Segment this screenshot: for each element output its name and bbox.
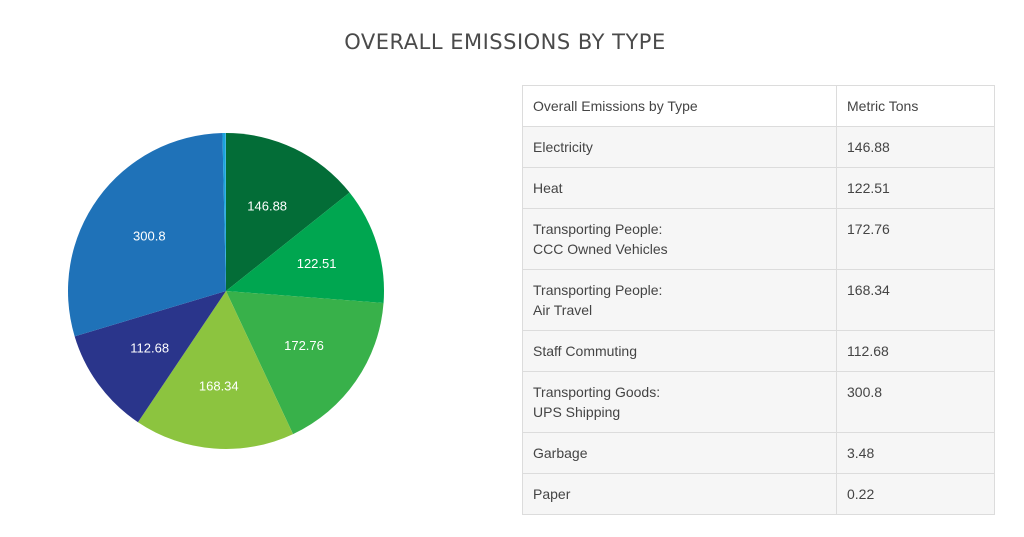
cell-type-line: Staff Commuting [533, 343, 638, 359]
cell-type: Staff Commuting [522, 330, 837, 372]
cell-metric-tons: 172.76 [836, 208, 995, 270]
cell-metric-tons: 3.48 [836, 432, 995, 474]
emissions-table: Overall Emissions by Type Metric Tons El… [522, 85, 995, 515]
table-row: Paper 0.22 [522, 473, 995, 515]
table-row: Staff Commuting 112.68 [522, 330, 995, 372]
cell-type-line: Heat [533, 180, 563, 196]
table-row: Heat 122.51 [522, 167, 995, 209]
cell-metric-tons: 112.68 [836, 330, 995, 372]
pie-slice-label: 112.68 [130, 340, 169, 355]
cell-metric-tons: 122.51 [836, 167, 995, 209]
table-row: Garbage 3.48 [522, 432, 995, 474]
cell-metric-tons: 300.8 [836, 371, 995, 433]
cell-type: Heat [522, 167, 837, 209]
cell-type: Electricity [522, 126, 837, 168]
cell-metric-tons: 146.88 [836, 126, 995, 168]
pie-slice-garbage [222, 133, 226, 291]
cell-type-line: Paper [533, 486, 571, 502]
cell-type: Transporting People: Air Travel [522, 269, 837, 331]
cell-type-line: Garbage [533, 445, 588, 461]
cell-type: Garbage [522, 432, 837, 474]
pie-slice-label: 300.8 [133, 228, 166, 243]
cell-metric-tons: 0.22 [836, 473, 995, 515]
pie-slice-staff-commuting [74, 291, 226, 423]
pie-slice-label: 146.88 [247, 199, 287, 214]
chart-title: OVERALL EMISSIONS BY TYPE [344, 30, 666, 54]
cell-type: Paper [522, 473, 837, 515]
pie-slice-electricity [226, 133, 350, 291]
cell-type: Transporting People: CCC Owned Vehicles [522, 208, 837, 270]
cell-type-line: Transporting Goods: [533, 384, 661, 400]
cell-type-line: Transporting People: [533, 282, 663, 298]
table-header-row: Overall Emissions by Type Metric Tons [522, 85, 995, 127]
pie-slice-transporting-people-ccc-owned-vehicles [226, 291, 384, 435]
cell-type-line: Transporting People: [533, 221, 663, 237]
header-type: Overall Emissions by Type [522, 85, 837, 127]
table-row: Transporting People: CCC Owned Vehicles 17… [522, 208, 995, 270]
pie-slice-label: 168.34 [199, 379, 239, 394]
pie-slice-transporting-people-air-travel [137, 291, 294, 449]
cell-type-line: Electricity [533, 139, 593, 155]
pie-slice-label: 172.76 [284, 338, 324, 353]
cell-metric-tons: 168.34 [836, 269, 995, 331]
cell-type: Transporting Goods: UPS Shipping [522, 371, 837, 433]
pie-slice-heat [226, 192, 385, 304]
table-row: Transporting People: Air Travel 168.34 [522, 269, 995, 331]
cell-type-line: UPS Shipping [533, 404, 621, 420]
table-row: Electricity 146.88 [522, 126, 995, 168]
cell-type-line: CCC Owned Vehicles [533, 241, 668, 257]
cell-type-line: Air Travel [533, 302, 593, 318]
pie-slice-label: 122.51 [297, 256, 337, 271]
header-metric-tons: Metric Tons [836, 85, 995, 127]
table-row: Transporting Goods: UPS Shipping 300.8 [522, 371, 995, 433]
pie-slice-transporting-goods-ups-shipping [68, 133, 226, 337]
